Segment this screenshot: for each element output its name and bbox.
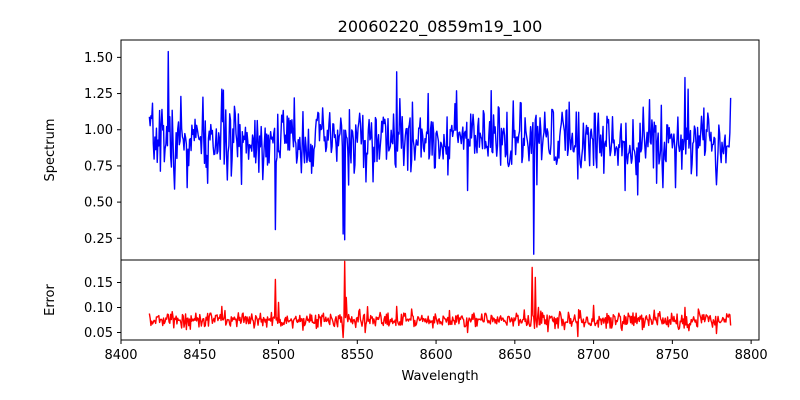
x-tick-label: 8650 bbox=[498, 348, 531, 363]
x-tick-label: 8700 bbox=[577, 348, 610, 363]
spectrum-y-ticks: 0.25 0.50 0.75 1.00 1.25 1.50 bbox=[84, 51, 121, 247]
error-y-axis-label: Error bbox=[43, 284, 58, 316]
x-tick-label: 8500 bbox=[262, 348, 295, 363]
spectrum-y-tick-label: 0.75 bbox=[84, 159, 113, 174]
spectrum-line-0 bbox=[148, 50, 732, 255]
spectrum-y-tick-label: 1.00 bbox=[84, 123, 113, 138]
error-y-tick-label: 0.15 bbox=[84, 276, 113, 291]
spectrum-y-tick-label: 0.50 bbox=[84, 196, 113, 211]
error-y-tick-label: 0.10 bbox=[84, 301, 113, 316]
spectrum-y-tick-label: 1.50 bbox=[84, 51, 113, 66]
error-line-0 bbox=[148, 260, 732, 339]
x-axis-label: Wavelength bbox=[401, 369, 478, 384]
error-panel: 0.05 0.10 0.15 8400 8450 8500 8550 8600 8650 870… bbox=[43, 259, 768, 384]
spectrum-y-tick-label: 0.25 bbox=[84, 232, 113, 247]
x-tick-label: 8550 bbox=[341, 348, 374, 363]
chart-title: 20060220_0859m19_100 bbox=[338, 17, 543, 37]
spectrum-series bbox=[148, 50, 732, 255]
x-tick-label: 8750 bbox=[656, 348, 689, 363]
error-series bbox=[148, 260, 732, 339]
spectrum-y-tick-label: 1.25 bbox=[84, 87, 113, 102]
x-tick-label: 8600 bbox=[420, 348, 453, 363]
error-axes-frame bbox=[120, 259, 760, 341]
error-x-ticks: 8400 8450 8500 8550 8600 8650 8700 8750 8800 bbox=[104, 340, 768, 363]
error-y-ticks: 0.05 0.10 0.15 bbox=[84, 276, 121, 341]
x-tick-label: 8450 bbox=[183, 348, 216, 363]
x-tick-label: 8400 bbox=[104, 348, 137, 363]
error-y-tick-label: 0.05 bbox=[84, 326, 113, 341]
spectrum-y-axis-label: Spectrum bbox=[43, 119, 58, 182]
x-tick-label: 8800 bbox=[735, 348, 768, 363]
